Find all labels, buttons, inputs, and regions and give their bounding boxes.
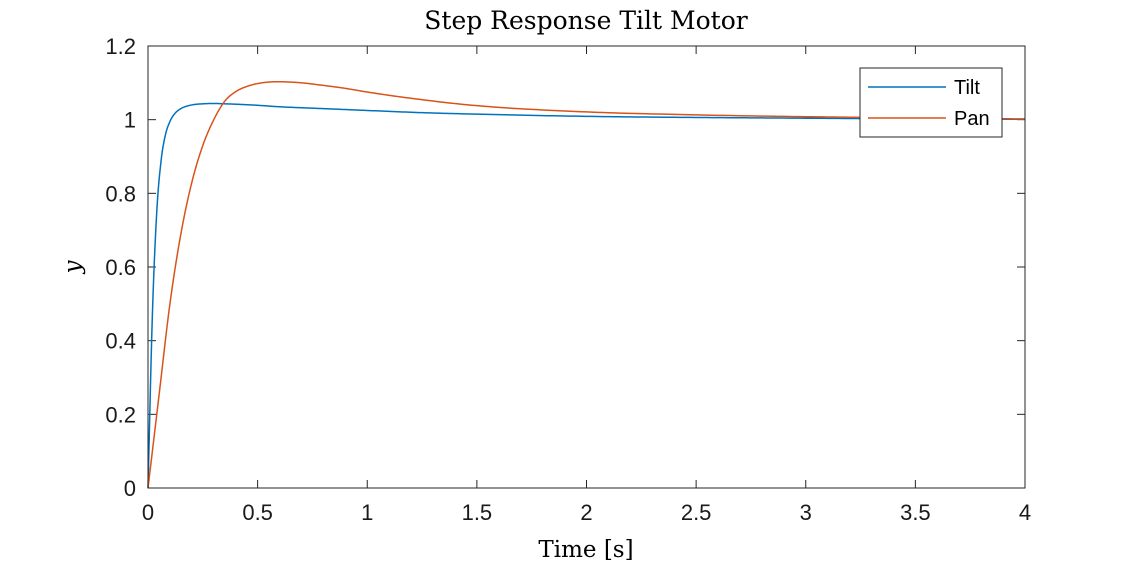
x-tick-label: 0 [142, 500, 154, 525]
legend: Tilt Pan [859, 67, 1003, 138]
axes-frame [147, 45, 1026, 489]
y-tick-label: 0.4 [105, 329, 136, 354]
y-tick-label: 1.2 [105, 34, 136, 59]
x-tick-label: 2 [580, 500, 592, 525]
y-tick-label: 0.8 [105, 181, 136, 206]
y-axis-label: y [60, 260, 86, 275]
x-tick-label: 2.5 [681, 500, 712, 525]
y-tick-label: 1 [124, 108, 136, 133]
x-tick-label: 1.5 [462, 500, 493, 525]
legend-label-tilt: Tilt [954, 77, 980, 99]
series-lines [147, 80, 1026, 489]
x-tick-label: 1 [361, 500, 373, 525]
y-tick-label: 0.2 [105, 402, 136, 427]
chart-title: Step Response Tilt Motor [424, 6, 747, 35]
x-tick-label: 4 [1019, 500, 1031, 525]
axis-ticks: 0 0.5 1 1.5 2 2.5 3 3.5 4 0 0.2 0.4 0.6 0.8 1 1.2 [105, 34, 1031, 525]
x-tick-label: 3 [800, 500, 812, 525]
series-line-tilt [147, 102, 1026, 489]
series-line-pan [147, 80, 1026, 489]
x-axis-label: Time [s] [538, 537, 633, 563]
legend-label-pan: Pan [954, 108, 990, 130]
legend-box [859, 67, 1003, 138]
y-tick-label: 0 [124, 476, 136, 501]
x-tick-label: 0.5 [242, 500, 273, 525]
y-tick-label: 0.6 [105, 255, 136, 280]
x-tick-label: 3.5 [900, 500, 931, 525]
